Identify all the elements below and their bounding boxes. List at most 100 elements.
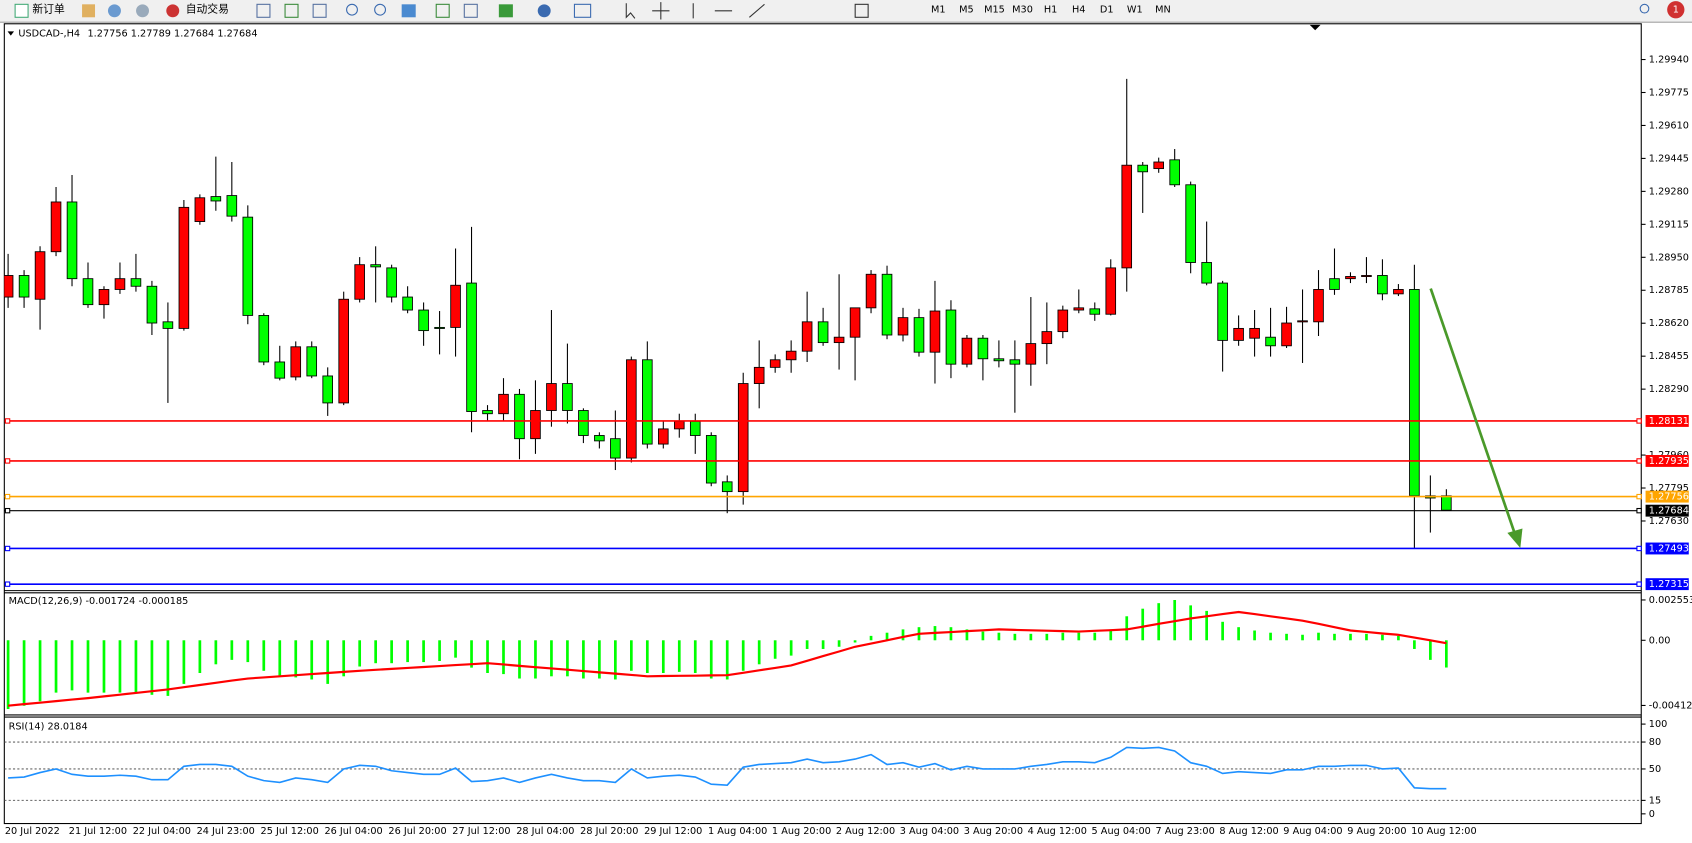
price-label-box [1645,490,1689,503]
toolbar-icon[interactable] [312,3,327,18]
x-tick-label: 28 Jul 20:00 [580,826,638,837]
cursor-tool[interactable] [625,3,636,19]
y-tick-label: 15 [1649,795,1661,806]
toolbar-icon[interactable] [435,3,450,18]
candle-body [290,346,302,378]
candle-body [913,317,925,353]
timeframe-button[interactable]: MN [1155,5,1171,16]
candle-body [1297,320,1308,323]
candle-body [434,326,445,329]
x-tick-label: 5 Aug 04:00 [1092,826,1151,837]
y-tick-label: 1.29445 [1649,153,1689,164]
candle-body [689,420,701,436]
rsi-value: 28.0184 [47,721,87,732]
price-label-box [1645,504,1689,517]
timeframe-button[interactable]: D1 [1100,5,1114,16]
candle-body [18,275,30,298]
toolbar [0,0,1692,22]
x-tick-label: 29 Jul 12:00 [644,826,702,837]
x-tick-label: 3 Aug 04:00 [900,826,959,837]
candle-body [1185,184,1196,263]
toolbar-icon[interactable] [498,4,513,18]
candle-body [705,435,717,484]
timeframe-button[interactable]: M1 [931,5,946,16]
timeframe-button[interactable]: M5 [959,5,974,16]
auto-trading-button[interactable]: 自动交易 [186,2,229,16]
level-handle [4,507,11,514]
y-tick-label: 1.28290 [1649,384,1689,395]
timeframe-button[interactable]: W1 [1127,5,1143,16]
x-tick-label: 8 Aug 12:00 [1219,826,1278,837]
toolbar-icon[interactable] [463,3,478,18]
candle-body [498,393,509,415]
candle-body [1377,275,1388,295]
zoom-out[interactable] [374,3,387,16]
toolbar-icon[interactable] [136,4,150,18]
timeframe-button[interactable]: H4 [1072,5,1085,16]
candle-body [274,361,286,379]
timeframe-button[interactable]: H1 [1044,5,1057,16]
toolbar-icon[interactable] [537,4,551,18]
x-tick-label: 24 Jul 23:00 [197,826,255,837]
candle-body [466,282,477,412]
level-handle [4,545,11,552]
x-tick-label: 9 Aug 04:00 [1283,826,1342,837]
candle-body [418,309,429,332]
y-tick-label: 1.28620 [1649,318,1689,329]
candle-body [1281,322,1292,347]
candle-body [753,366,765,384]
toolbar-icon[interactable] [573,3,592,18]
search-icon[interactable] [1639,3,1650,14]
crosshair-tool[interactable] [652,2,670,20]
candle-body [610,438,621,459]
y-tick-label: 0.00 [1649,635,1671,646]
y-tick-label: 80 [1649,737,1661,748]
candle-body [178,206,190,329]
candle-body [1393,289,1404,295]
x-tick-label: 4 Aug 12:00 [1028,826,1087,837]
y-tick-label: 1.28455 [1649,351,1689,362]
toolbar-icon[interactable] [82,4,96,18]
candle-body [1025,343,1037,365]
candle-body [865,273,877,309]
level-handle [1636,458,1642,464]
label-tool[interactable] [854,3,869,18]
timeframe-button[interactable]: M15 [984,5,1005,16]
candle-body [881,273,893,336]
level-handle [1636,581,1642,587]
toolbar-icon[interactable] [284,3,299,18]
notification-badge[interactable] [1667,1,1685,19]
x-tick-label: 28 Jul 04:00 [516,826,574,837]
plot-area [4,78,1642,801]
new-order-icon[interactable] [14,3,29,18]
signal-line [7,610,1447,707]
trend-arrow [1429,288,1518,538]
toolbar-icon[interactable] [107,4,121,18]
zoom-in[interactable] [346,3,358,16]
new-order-button[interactable]: 新订单 [32,2,65,16]
candle-body [578,410,589,436]
price-label: 1.27493 [1649,543,1689,554]
header-high: 1.27789 [131,29,171,40]
signal-value: -0.000185 [138,596,188,607]
candle-body [626,359,637,459]
candle-body [98,289,110,306]
timeframe-button[interactable]: M30 [1012,5,1033,16]
line-tools[interactable] [692,3,765,19]
auto-trading-icon[interactable] [166,4,180,18]
notification-count: 1 [1673,5,1679,16]
y-tick-label: 1.27795 [1649,483,1689,494]
candle-body [514,393,525,440]
price-label: 1.27684 [1649,506,1689,517]
x-tick-label: 27 Jul 12:00 [452,826,510,837]
toolbar-icon[interactable] [256,3,271,18]
rsi-header: RSI(14) 28.0184 [9,721,88,732]
candle-body [354,264,365,300]
toolbar-icon[interactable] [401,4,416,18]
candle-body [1313,289,1324,323]
price-label-box [1645,455,1689,467]
price-label: 1.27935 [1649,456,1689,467]
candle-body [194,197,206,222]
candle-body [1089,308,1101,315]
toolbar-icons [256,2,869,20]
